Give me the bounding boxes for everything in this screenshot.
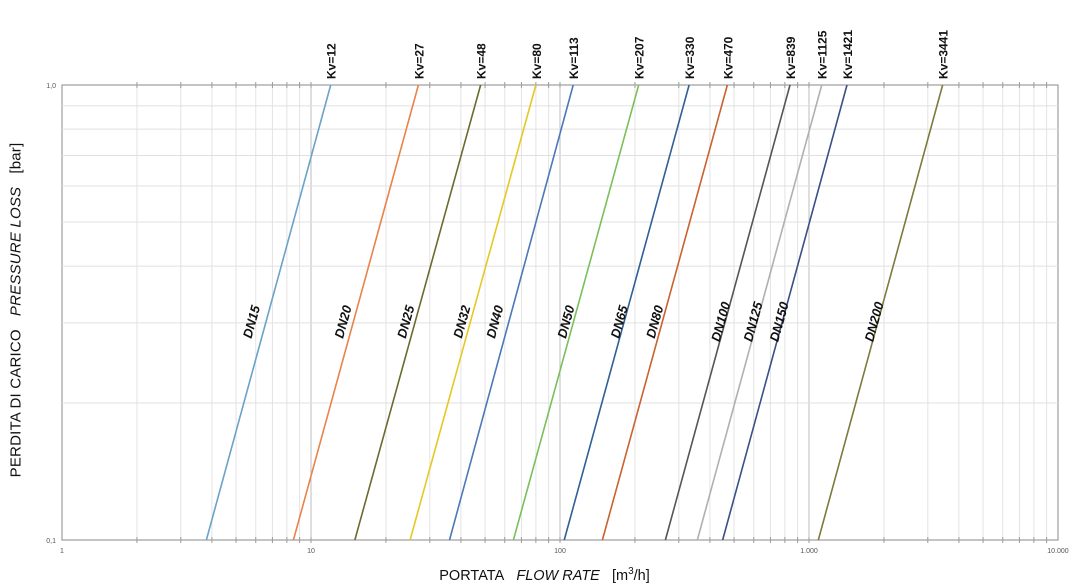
series-line-dn20 <box>292 84 420 541</box>
series-lines <box>205 84 944 541</box>
series-line-dn150 <box>721 84 848 541</box>
kv-label-dn150: Kv=1421 <box>841 30 855 79</box>
x-tick-label: 1.000 <box>800 548 818 555</box>
dn-label-dn200: DN200 <box>862 299 887 343</box>
x-axis-label-plain: PORTATA <box>439 567 505 584</box>
kv-label-dn200: Kv=3441 <box>937 30 951 79</box>
kv-label-dn50: Kv=207 <box>633 36 647 79</box>
kv-label-dn15: Kv=12 <box>325 43 339 79</box>
kv-label-dn32: Kv=80 <box>530 43 544 79</box>
x-tick-label: 10 <box>307 548 315 555</box>
series-line-dn50 <box>512 84 640 541</box>
series-line-dn125 <box>696 84 823 541</box>
kv-label-dn40: Kv=113 <box>567 37 581 79</box>
series-line-dn200 <box>817 84 944 541</box>
dn-label-dn25: DN25 <box>394 303 418 340</box>
kv-label-dn80: Kv=470 <box>721 36 735 79</box>
y-axis-label-plain: PERDITA DI CARICO <box>7 329 25 478</box>
x-axis-label: PORTATA FLOW RATE [m3/h] <box>0 566 1069 584</box>
kv-label-dn65: Kv=330 <box>683 36 697 79</box>
dn-label-dn125: DN125 <box>740 299 765 343</box>
tick-labels: 1 10 100 1.000 10.000 0,1 1,0 <box>46 83 1069 555</box>
series-line-dn40 <box>448 84 574 541</box>
x-axis-label-italic: FLOW RATE <box>516 567 600 584</box>
dn-label-dn40: DN40 <box>483 303 506 340</box>
y-axis-label-italic: PRESSURE LOSS <box>7 186 25 317</box>
series-line-dn100 <box>664 84 791 541</box>
dn-label-dn65: DN65 <box>608 303 631 340</box>
grid <box>61 82 1059 543</box>
y-tick-label: 1,0 <box>46 83 56 90</box>
dn-label-dn20: DN20 <box>331 303 354 340</box>
kv-labels: Kv=12 Kv=27 Kv=48 Kv=80 Kv=113 Kv=207 Kv=330 Kv… <box>325 30 951 79</box>
kv-label-dn20: Kv=27 <box>412 43 426 79</box>
y-axis-label-unit: [bar] <box>7 142 25 174</box>
series-line-dn25 <box>354 84 482 541</box>
series-line-dn65 <box>563 84 690 541</box>
dn-label-dn15: DN15 <box>240 303 263 340</box>
x-tick-label: 1 <box>60 548 64 555</box>
x-axis-label-unit: [m3/h] <box>611 566 650 584</box>
y-tick-label: 0,1 <box>46 538 56 545</box>
kv-label-dn100: Kv=839 <box>784 36 798 79</box>
series-line-dn15 <box>205 84 332 541</box>
y-axis-label: PERDITA DI CARICO PRESSURE LOSS [bar] <box>3 0 29 520</box>
series-line-dn32 <box>409 84 537 541</box>
kv-label-dn25: Kv=48 <box>475 43 489 79</box>
dn-label-dn100: DN100 <box>708 299 733 343</box>
x-tick-label: 100 <box>554 548 566 555</box>
series-line-dn80 <box>601 84 729 541</box>
kv-label-dn125: Kv=1125 <box>816 30 830 79</box>
x-tick-label: 10.000 <box>1047 548 1069 555</box>
dn-labels: DN15 DN20 DN25 DN32 DN40 DN50 DN65 DN80 DN100 DN1… <box>240 299 887 343</box>
